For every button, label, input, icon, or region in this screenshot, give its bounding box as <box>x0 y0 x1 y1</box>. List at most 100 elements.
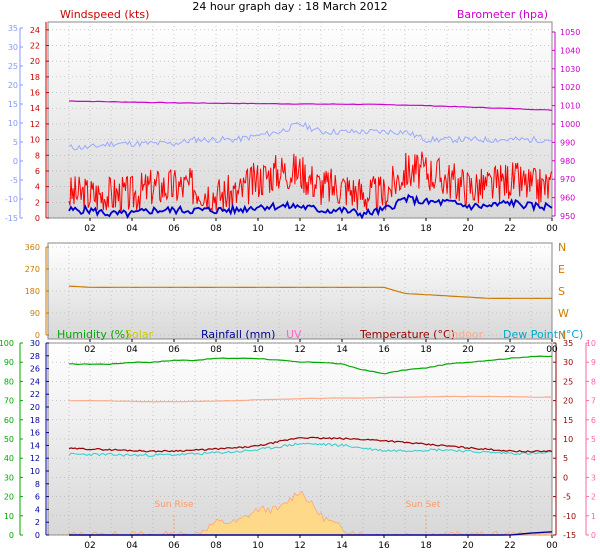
outer-axis-tick-label: 20 <box>8 81 18 90</box>
panel3-x-tick-label: 08 <box>210 541 222 551</box>
rain-axis-tick-label: 0 <box>35 531 40 540</box>
barometer-axis-tick-label: 950 <box>560 212 575 221</box>
barometer-axis-tick-label: 980 <box>560 157 575 166</box>
windspeed-axis-tick-label: 16 <box>30 89 40 98</box>
temperature-axis-tick-label: 15 <box>563 416 573 425</box>
temperature-axis-tick-label: 10 <box>563 435 573 444</box>
humidity-label: Humidity (%) <box>57 328 129 341</box>
outer-axis-tick-label: 5 <box>13 138 18 147</box>
panel3-x-tick-label: 22 <box>504 541 515 551</box>
compass-tick-label: W <box>558 307 569 320</box>
rain-axis-tick-label: 4 <box>35 505 40 514</box>
uv-axis-tick-label: 8 <box>591 377 596 386</box>
temperature-axis-tick-label: 5 <box>563 454 568 463</box>
panel2-x-tick-label: 18 <box>420 345 432 355</box>
compass-tick-label: N <box>558 329 566 342</box>
windspeed-line <box>68 151 553 212</box>
panel3-x-tick-label: 06 <box>168 541 180 551</box>
solar-label: Solar <box>125 328 154 341</box>
uv-axis-tick-label: 1 <box>591 512 596 521</box>
windspeed-axis-tick-label: 6 <box>35 167 40 176</box>
dewpoint-label: Dew Point (°C) <box>503 328 583 341</box>
rainfall-line <box>69 531 553 536</box>
windspeed-axis-tick-label: 0 <box>35 214 40 223</box>
windspeed-axis-tick-label: 12 <box>30 120 40 129</box>
humidity-axis-tick-label: 90 <box>4 358 14 367</box>
panel3-x-tick-label: 10 <box>252 541 264 551</box>
temperature-axis-tick-label: -10 <box>563 512 576 521</box>
temperature-label: Temperature (°C) <box>359 328 455 341</box>
panel2-x-tick-label: 08 <box>210 345 222 355</box>
panel1-x-tick-label: 10 <box>252 224 264 234</box>
compass-tick-label: S <box>558 285 565 298</box>
rainfall-label: Rainfall (mm) <box>201 328 275 341</box>
windspeed-axis-tick-label: 24 <box>30 26 40 35</box>
uv-label: UV <box>286 328 302 341</box>
humidity-axis-tick-label: 70 <box>4 397 14 406</box>
barometer-line <box>69 100 553 111</box>
panel3-x-tick-label: 04 <box>126 541 138 551</box>
panel1-plot-area <box>47 21 553 219</box>
panel2-x-tick-label: 04 <box>126 345 138 355</box>
windspeed-axis-tick-label: 18 <box>30 73 40 82</box>
humidity-axis-tick-label: 0 <box>9 531 14 540</box>
uv-axis-tick-label: 4 <box>591 454 596 463</box>
uv-axis-tick-label: 2 <box>591 493 596 502</box>
outer-axis-tick-label: 0 <box>13 157 18 166</box>
temperature-axis-tick-label: -15 <box>563 531 576 540</box>
panel2-x-tick-label: 02 <box>84 345 95 355</box>
windspeed-axis-tick-label: 2 <box>35 198 40 207</box>
outer-axis-tick-label: 15 <box>8 100 18 109</box>
windspeed-axis-tick-label: 20 <box>30 57 40 66</box>
panel2-x-tick-label: 06 <box>168 345 180 355</box>
temperature-axis-tick-label: 20 <box>563 397 573 406</box>
rain-axis-tick-label: 16 <box>30 429 40 438</box>
dewpoint-line <box>68 442 553 457</box>
panel3-x-tick-label: 20 <box>462 541 474 551</box>
outer-axis-tick-label: -15 <box>5 214 18 223</box>
temperature-axis-tick-label: 30 <box>563 358 573 367</box>
rain-axis-tick-label: 10 <box>30 467 40 476</box>
indoor-line <box>68 395 553 403</box>
windspeed-axis-tick-label: 10 <box>30 136 40 145</box>
panel1-x-tick-label: 02 <box>84 224 95 234</box>
barometer-axis-tick-label: 1030 <box>560 65 580 74</box>
panel2-x-tick-label: 16 <box>378 345 390 355</box>
direction-axis-tick-label: 360 <box>25 243 40 252</box>
outer-axis-tick-label: -5 <box>10 176 18 185</box>
outer-axis-tick-label: 25 <box>8 62 18 71</box>
panel1-x-tick-label: 16 <box>378 224 390 234</box>
panel1-x-tick-label: 04 <box>126 224 138 234</box>
humidity-axis-tick-label: 50 <box>4 435 14 444</box>
direction-axis-tick-label: 180 <box>25 287 40 296</box>
sunset-label: Sun Set <box>406 500 441 510</box>
humidity-line <box>69 355 553 375</box>
barometer-axis-tick-label: 1050 <box>560 28 580 37</box>
barometer-axis-tick-label: 1040 <box>560 46 580 55</box>
uv-axis-tick-label: 6 <box>591 416 596 425</box>
compass-tick-label: N <box>558 241 566 254</box>
uv-axis-tick-label: 3 <box>591 473 596 482</box>
windspeed-axis-tick-label: 14 <box>30 104 40 113</box>
uv-axis-tick-label: 0 <box>591 531 596 540</box>
panel3-x-tick-label: 18 <box>420 541 432 551</box>
chart-title: 24 hour graph day : 18 March 2012 <box>192 0 387 13</box>
panel1-x-tick-label: 12 <box>294 224 305 234</box>
outer-axis-tick-label: -10 <box>5 195 18 204</box>
uv-axis-tick-label: 9 <box>591 358 596 367</box>
panel1-x-tick-label: 22 <box>504 224 515 234</box>
windspeed-axis-tick-label: 22 <box>30 42 40 51</box>
panel1-x-tick-label: 14 <box>336 224 348 234</box>
panel2-x-tick-label: 00 <box>546 345 558 355</box>
panel1-x-tick-label: 18 <box>420 224 432 234</box>
humidity-axis-tick-label: 60 <box>4 416 14 425</box>
barometer-axis-tick-label: 1020 <box>560 83 580 92</box>
panel2-x-tick-label: 10 <box>252 345 264 355</box>
panel3-x-tick-label: 12 <box>294 541 305 551</box>
panel1-x-tick-label: 08 <box>210 224 222 234</box>
rain-axis-tick-label: 30 <box>30 339 40 348</box>
outer-trace-line <box>68 121 553 151</box>
temperature-axis-tick-label: 25 <box>563 377 573 386</box>
uv-axis-tick-label: 10 <box>586 339 596 348</box>
